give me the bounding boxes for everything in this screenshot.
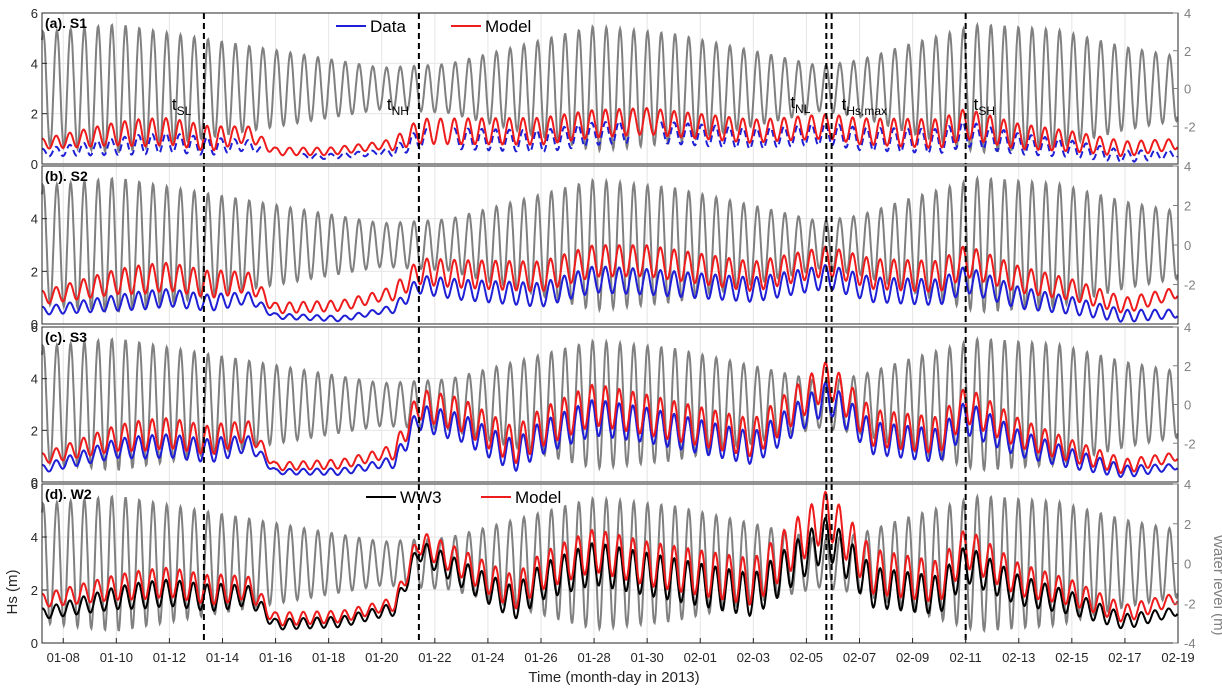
y2-tick-label: 0 <box>1184 238 1191 253</box>
x-tick-label: 02-17 <box>1108 650 1141 665</box>
legend: Data Model <box>336 17 531 36</box>
x-axis-ticks: 01-08 01-10 01-12 01-14 01-16 01-18 01-20 01-22… <box>47 638 1195 665</box>
panel-label: (a). S1 <box>45 15 87 31</box>
series-model <box>41 106 1179 158</box>
x-tick-label: 02-11 <box>950 650 982 665</box>
y-tick-label: 6 <box>31 320 38 335</box>
x-tick-label: 02-13 <box>1002 650 1035 665</box>
legend-label: WW3 <box>400 488 442 507</box>
y2-tick-label: 0 <box>1184 398 1191 413</box>
series-model <box>41 243 1179 315</box>
x-tick-label: 02-19 <box>1161 650 1194 665</box>
y2-tick-label: 0 <box>1184 557 1191 572</box>
panel-label: (c). S3 <box>45 329 87 345</box>
event-label-sub: SH <box>978 104 995 118</box>
series-data <box>41 120 1179 164</box>
y-tick-label: 6 <box>31 6 38 21</box>
x-tick-label: 01-10 <box>100 650 133 665</box>
series-model <box>41 490 1179 627</box>
event-label-sub: Hs,max <box>846 104 887 118</box>
y2-tick-label: 2 <box>1184 517 1191 532</box>
panel-label: (b). S2 <box>45 168 88 184</box>
y-tick-label: 4 <box>31 372 38 387</box>
x-tick-label: 01-30 <box>631 650 664 665</box>
x-tick-label: 02-07 <box>843 650 876 665</box>
x-tick-label: 01-14 <box>206 650 239 665</box>
y2-tick-label: 0 <box>1184 82 1191 97</box>
series-ww3 <box>41 516 1179 631</box>
series-data <box>41 381 1179 479</box>
y-tick-label: 2 <box>31 264 38 279</box>
water-level-series <box>41 21 1179 155</box>
event-label-sub: SL <box>177 104 192 118</box>
event-label-sub: NH <box>392 104 409 118</box>
x-tick-label: 01-18 <box>312 650 345 665</box>
y-axis-label-hs: Hs (m) <box>4 570 21 615</box>
panel-label: (d). W2 <box>45 486 92 502</box>
y2-tick-label: 2 <box>1184 199 1191 214</box>
y2-tick-label: -2 <box>1184 278 1196 293</box>
panel-3: 0 2 4 6 -2 0 2 4 (c). S3 <box>31 320 1196 490</box>
x-tick-label: 02-15 <box>1055 650 1088 665</box>
y2-tick-label: -2 <box>1184 436 1196 451</box>
y2-tick-label: -2 <box>1184 596 1196 611</box>
legend-label: Data <box>370 17 406 36</box>
x-tick-label: 01-28 <box>577 650 610 665</box>
event-label: tSL <box>172 95 192 118</box>
x-tick-label: 01-26 <box>524 650 557 665</box>
legend-label: Model <box>485 17 531 36</box>
event-label-sub: NL <box>795 102 811 116</box>
legend-label: Model <box>515 488 561 507</box>
y2-tick-label: 2 <box>1184 359 1191 374</box>
x-tick-label: 01-16 <box>259 650 292 665</box>
panel-2: 0 2 4 -2 0 2 4 (b). S2 <box>31 159 1196 332</box>
y2-tick-label: -4 <box>1184 636 1196 651</box>
y-tick-label: 4 <box>31 530 38 545</box>
x-tick-label: 01-08 <box>47 650 80 665</box>
y-tick-label: 4 <box>31 212 38 227</box>
y2-tick-label: 4 <box>1184 6 1191 21</box>
legend: WW3 Model <box>366 488 561 507</box>
y-tick-label: 6 <box>31 477 38 492</box>
y-tick-label: 0 <box>31 475 38 490</box>
x-tick-label: 02-05 <box>790 650 823 665</box>
y2-tick-label: 2 <box>1184 44 1191 59</box>
y-tick-label: 0 <box>31 636 38 651</box>
x-axis-label: Time (month-day in 2013) <box>528 669 699 686</box>
y2-tick-label: 4 <box>1184 477 1191 492</box>
x-tick-label: 02-03 <box>737 650 770 665</box>
y2-tick-label: 4 <box>1184 320 1191 335</box>
series-data <box>41 264 1179 323</box>
y-axis-label-water-level: Water level (m) <box>1210 534 1222 635</box>
x-tick-label: 01-20 <box>365 650 398 665</box>
water-level-series <box>41 336 1179 473</box>
y-tick-label: 4 <box>31 56 38 71</box>
water-level-series <box>41 175 1179 315</box>
y-tick-label: 0 <box>31 157 38 172</box>
y2-tick-label: 4 <box>1184 159 1191 174</box>
y-tick-label: 2 <box>31 423 38 438</box>
x-tick-label: 01-22 <box>418 650 451 665</box>
x-tick-label: 02-01 <box>684 650 717 665</box>
y-tick-label: 0 <box>31 317 38 332</box>
x-tick-label: 01-12 <box>153 650 186 665</box>
x-tick-label: 02-09 <box>896 650 929 665</box>
y2-tick-label: -2 <box>1184 119 1196 134</box>
y-tick-label: 2 <box>31 583 38 598</box>
x-tick-label: 01-24 <box>471 650 504 665</box>
panel-4: 0 2 4 6 -4 -2 0 2 4 (d). W2 WW3 Model <box>31 477 1196 651</box>
y-tick-label: 2 <box>31 107 38 122</box>
series-model <box>41 361 1179 475</box>
